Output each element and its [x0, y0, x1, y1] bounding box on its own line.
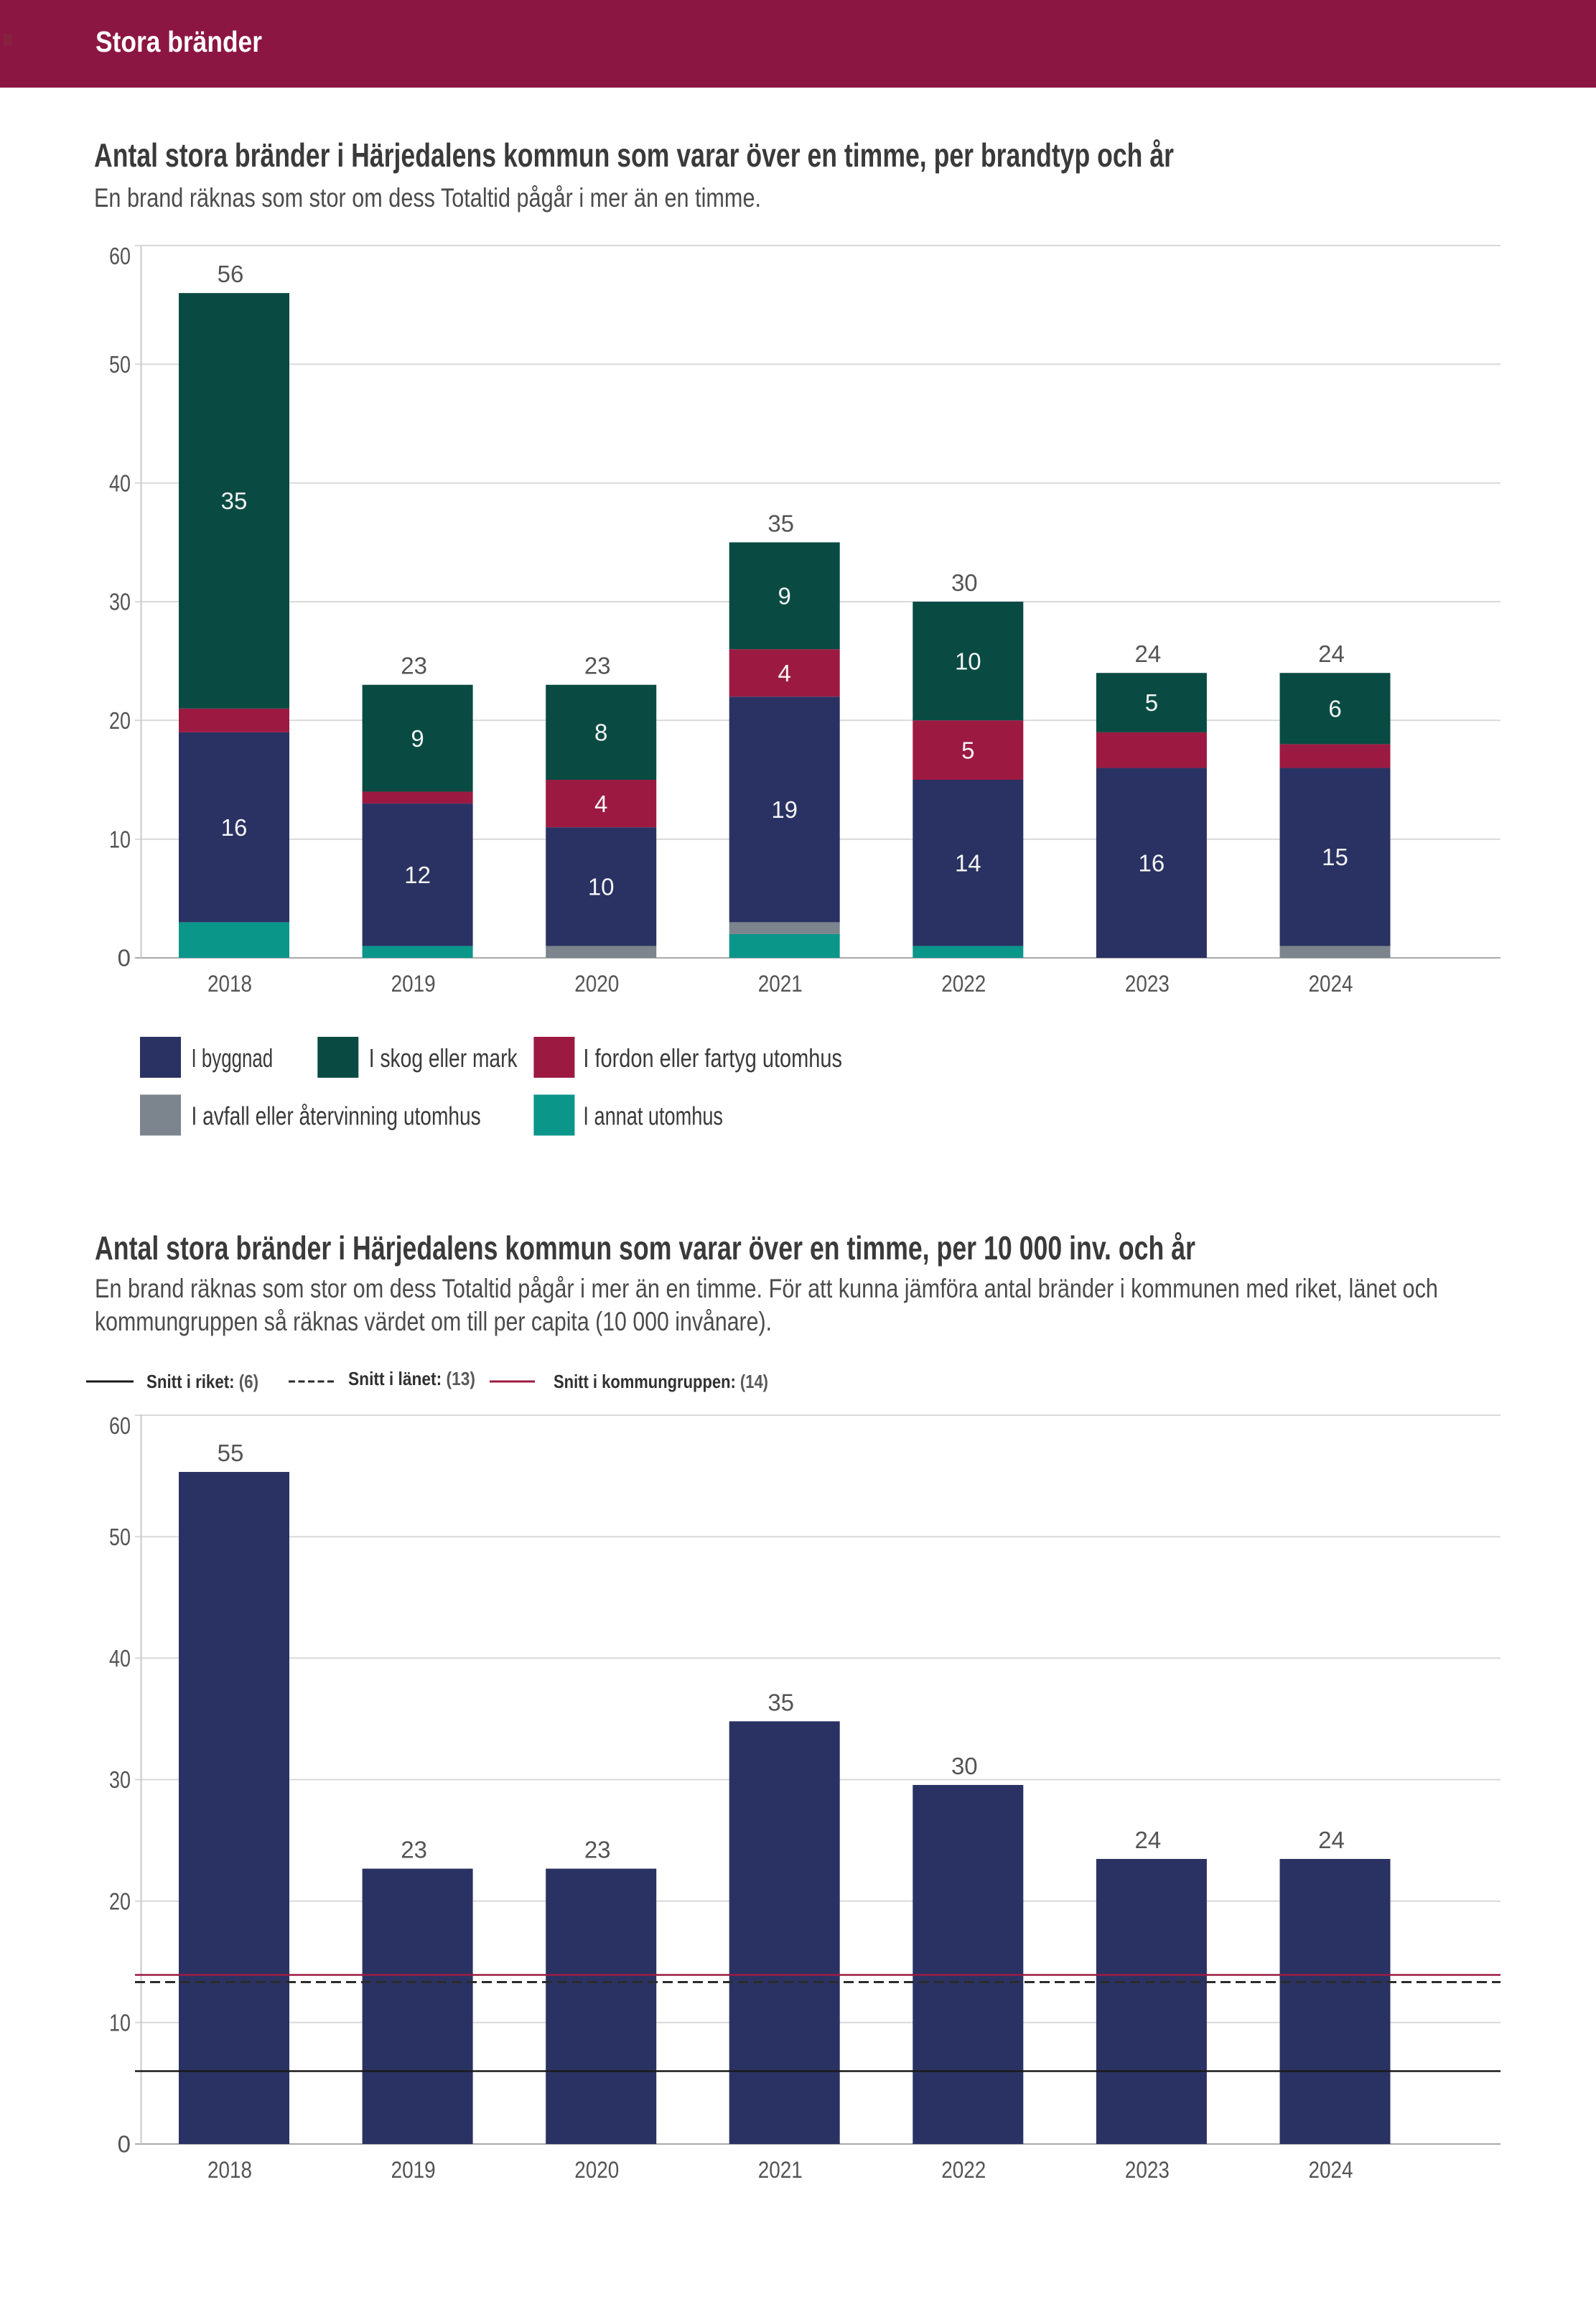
svg-text:I annat utomhus: I annat utomhus [583, 1101, 723, 1131]
svg-text:9: 9 [778, 582, 791, 609]
svg-text:2020: 2020 [574, 2157, 619, 2183]
svg-text:kommungruppen så räknas värdet: kommungruppen så räknas värdet om till p… [95, 1307, 772, 1336]
svg-text:En brand räknas som stor om de: En brand räknas som stor om dess Totalti… [95, 1274, 1438, 1303]
svg-text:2019: 2019 [391, 2157, 436, 2183]
svg-text:2020: 2020 [574, 971, 619, 997]
svg-text:56: 56 [218, 261, 244, 287]
svg-text:10: 10 [588, 874, 615, 900]
svg-text:2018: 2018 [207, 2157, 252, 2183]
svg-text:10: 10 [955, 648, 981, 674]
svg-text:24: 24 [1135, 1827, 1162, 1853]
svg-text:14: 14 [955, 849, 981, 876]
svg-text:4: 4 [778, 660, 791, 686]
svg-text:En brand räknas som stor om de: En brand räknas som stor om dess Totalti… [94, 183, 761, 213]
svg-text:Snitt i kommungruppen: (14): Snitt i kommungruppen: (14) [554, 1371, 768, 1392]
svg-text:2024: 2024 [1309, 971, 1353, 997]
svg-text:I fordon eller fartyg utomhus: I fordon eller fartyg utomhus [583, 1043, 842, 1073]
svg-text:I byggnad: I byggnad [192, 1043, 274, 1073]
svg-text:2024: 2024 [1309, 2157, 1353, 2183]
svg-text:5: 5 [961, 737, 974, 763]
svg-text:Antal stora bränder i Härjedal: Antal stora bränder i Härjedalens kommun… [95, 1229, 1195, 1267]
svg-text:2019: 2019 [391, 971, 436, 997]
svg-text:5: 5 [1145, 689, 1158, 716]
svg-text:9: 9 [411, 725, 424, 752]
svg-text:55: 55 [218, 1440, 244, 1466]
svg-text:0: 0 [118, 945, 131, 971]
svg-text:6: 6 [1328, 696, 1341, 722]
svg-text:19: 19 [771, 796, 798, 823]
svg-text:2018: 2018 [207, 971, 252, 997]
svg-text:4: 4 [594, 791, 607, 817]
svg-text:40: 40 [109, 1645, 131, 1672]
svg-text:50: 50 [109, 1524, 131, 1550]
svg-text:60: 60 [109, 243, 131, 269]
svg-text:23: 23 [584, 653, 611, 679]
svg-text:2021: 2021 [758, 971, 803, 997]
svg-text:35: 35 [767, 510, 794, 536]
svg-text:30: 30 [951, 1753, 978, 1779]
svg-text:12: 12 [404, 862, 431, 888]
svg-text:Snitt i länet: (13): Snitt i länet: (13) [348, 1368, 475, 1389]
svg-text:2023: 2023 [1125, 971, 1170, 997]
svg-text:23: 23 [584, 1837, 611, 1863]
svg-text:2021: 2021 [758, 2157, 803, 2183]
svg-text:8: 8 [594, 719, 607, 746]
svg-text:20: 20 [109, 707, 131, 734]
svg-text:20: 20 [109, 1888, 131, 1914]
svg-text:24: 24 [1318, 640, 1345, 667]
svg-text:2022: 2022 [941, 2157, 986, 2183]
svg-text:Stora bränder: Stora bränder [95, 25, 262, 58]
svg-text:Antal stora bränder i Härjedal: Antal stora bränder i Härjedalens kommun… [94, 136, 1174, 174]
svg-text:23: 23 [401, 1837, 427, 1863]
svg-text:0: 0 [118, 2131, 131, 2158]
svg-text:50: 50 [109, 351, 131, 378]
svg-text:23: 23 [401, 653, 427, 679]
svg-text:24: 24 [1318, 1827, 1345, 1853]
svg-text:60: 60 [109, 1412, 131, 1439]
svg-text:10: 10 [109, 826, 131, 852]
svg-text:16: 16 [1139, 849, 1165, 876]
svg-text:35: 35 [221, 488, 248, 514]
svg-text:10: 10 [109, 2010, 131, 2036]
svg-text:16: 16 [221, 814, 248, 841]
svg-text:Snitt i riket: (6): Snitt i riket: (6) [146, 1371, 258, 1392]
svg-text:35: 35 [767, 1689, 794, 1715]
svg-text:2022: 2022 [941, 971, 986, 997]
svg-text:15: 15 [1322, 844, 1348, 870]
svg-text:30: 30 [109, 1766, 131, 1793]
svg-text:30: 30 [109, 589, 131, 615]
svg-text:40: 40 [109, 470, 131, 496]
svg-text:I skog eller mark: I skog eller mark [369, 1043, 518, 1073]
svg-text:2023: 2023 [1125, 2157, 1170, 2183]
svg-text:I avfall eller återvinning uto: I avfall eller återvinning utomhus [192, 1101, 481, 1131]
svg-text:30: 30 [951, 569, 978, 596]
svg-text:24: 24 [1135, 640, 1162, 667]
